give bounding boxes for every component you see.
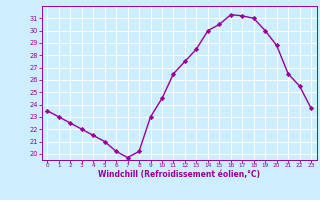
X-axis label: Windchill (Refroidissement éolien,°C): Windchill (Refroidissement éolien,°C): [98, 170, 260, 179]
